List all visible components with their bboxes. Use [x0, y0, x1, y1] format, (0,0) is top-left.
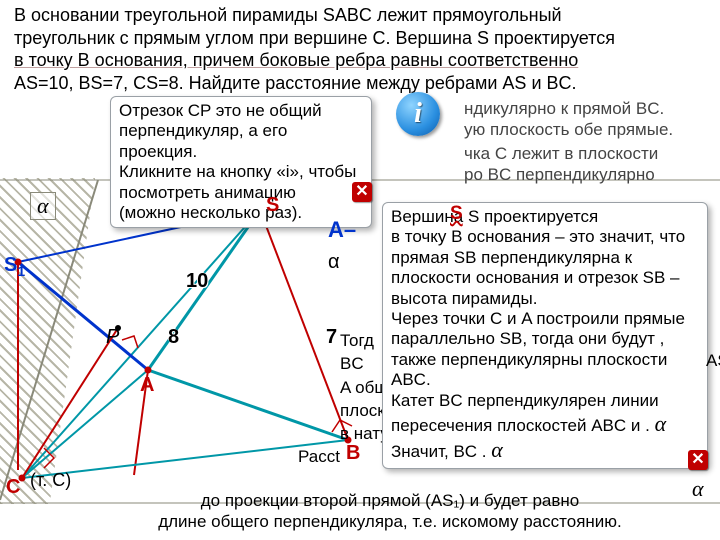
peek-mid: A– α — [328, 216, 356, 275]
info-icon[interactable]: i — [396, 92, 440, 136]
alpha-top: α — [30, 192, 56, 220]
label-S: S — [266, 194, 279, 217]
bottom-text: до проекции второй прямой (AS₁) и будет … — [80, 490, 700, 533]
len-as: 10 — [186, 270, 208, 293]
close-icon[interactable]: ✕ — [352, 182, 372, 202]
label-A: A — [140, 374, 154, 397]
len-bs: 7 — [326, 326, 337, 349]
s-marker: S — [450, 203, 463, 225]
len-cs: 8 — [168, 326, 179, 349]
hidden-right-text: ндикулярно к прямой BC. ую плоскость обе… — [464, 98, 714, 185]
tooltip-projection: Вершина S проектируется в точку B основа… — [382, 202, 708, 469]
as1-inline: AS1. — [706, 350, 720, 376]
close-icon[interactable]: ✕ — [688, 450, 708, 470]
label-B: B — [346, 442, 360, 465]
label-C: C — [6, 476, 20, 499]
tooltip-cp: Отрезок CP это не общий перпендикуляр, а… — [110, 96, 372, 228]
label-P: P — [106, 326, 119, 349]
label-tC: (т. C) — [30, 470, 71, 491]
peek-rasst: Рассt — [298, 446, 340, 467]
problem-statement: В основании треугольной пирамиды SABC ле… — [14, 4, 714, 94]
label-S1: S1 — [4, 254, 25, 279]
